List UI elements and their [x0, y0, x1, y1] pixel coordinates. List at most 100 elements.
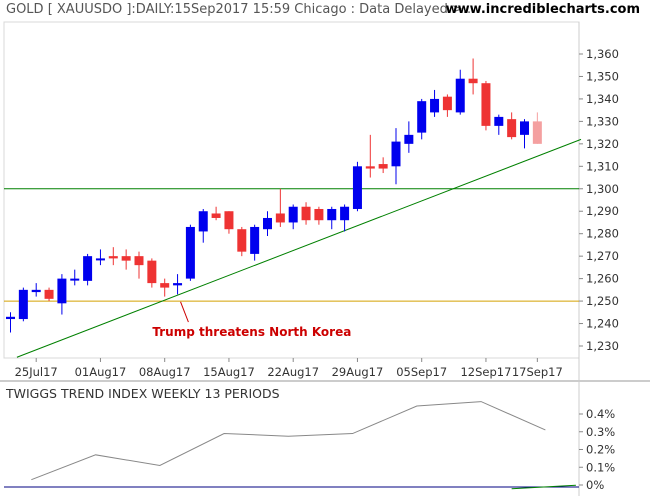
candle-body [275, 213, 285, 223]
candle-body [185, 226, 195, 279]
candle-body [378, 164, 388, 169]
candle [378, 157, 388, 174]
candle-body [198, 211, 208, 232]
candle-body [365, 166, 375, 169]
y-tick-label: 1,270 [586, 249, 619, 263]
candle [520, 119, 529, 149]
candle [211, 206, 221, 221]
y-tick-label: 1,290 [586, 204, 619, 218]
candle-body [417, 101, 427, 133]
candle [481, 80, 491, 131]
candle-body [18, 289, 28, 320]
y-tick-label: 0% [586, 478, 604, 492]
candle-body [430, 98, 440, 113]
candle [18, 287, 28, 322]
candle-body [288, 206, 298, 223]
x-tick-label: 15Aug17 [203, 365, 255, 379]
candle-body [6, 316, 15, 320]
candle-body [108, 256, 118, 259]
candle [134, 251, 144, 279]
annotation-label: Trump threatens North Korea [152, 325, 351, 339]
x-tick-label: 05Sep17 [396, 365, 447, 379]
annotation-pointer [180, 301, 189, 323]
candle [275, 188, 285, 227]
candle-body [211, 213, 221, 218]
candle-body [70, 278, 80, 281]
y-tick-label: 1,320 [586, 137, 619, 151]
y-tick-label: 1,280 [586, 227, 619, 241]
candle-body [532, 121, 542, 144]
candle [147, 258, 157, 288]
indicator-title: TWIGGS TREND INDEX WEEKLY 13 PERIODS [6, 386, 280, 401]
annotation: Trump threatens North Korea [152, 301, 351, 339]
candle-body [455, 78, 465, 113]
candle-body [481, 83, 491, 126]
candle [391, 128, 401, 185]
price-x-axis: 25Jul17 01Aug17 08Aug17 15Aug17 22Aug17 29Aug… [15, 358, 563, 379]
candle [532, 112, 542, 144]
candle [6, 312, 15, 333]
website-label[interactable]: www.incrediblecharts.com [445, 2, 640, 17]
candle-body [520, 121, 529, 135]
candle [404, 121, 414, 153]
y-tick-label: 1,260 [586, 272, 619, 286]
trendline [16, 138, 582, 358]
candle [417, 98, 427, 140]
candle [160, 278, 170, 297]
price-pane-frame [3, 21, 580, 359]
y-tick-label: 1,240 [586, 317, 619, 331]
candle [95, 249, 105, 266]
candle-body [224, 211, 234, 230]
candle-body [147, 260, 157, 284]
candle [250, 224, 260, 261]
x-tick-label: 22Aug17 [267, 365, 319, 379]
candle-body [134, 256, 144, 266]
candle-body [57, 278, 67, 304]
candle-body [352, 166, 362, 209]
candle [430, 89, 440, 117]
candle-body [507, 119, 517, 138]
candle [327, 206, 337, 230]
candle-body [340, 206, 350, 221]
chart-title: GOLD [ XAUUSDO ]:DAILY:15Sep2017 15:59 C… [6, 2, 476, 17]
candle [365, 134, 375, 178]
chart-header: GOLD [ XAUUSDO ]:DAILY:15Sep2017 15:59 C… [6, 2, 646, 20]
candle [494, 114, 504, 135]
candle [83, 253, 93, 286]
candle [121, 249, 131, 270]
candle-body [44, 289, 54, 299]
x-tick-label: 29Aug17 [332, 365, 384, 379]
candle-body [404, 134, 414, 144]
candle [314, 206, 324, 225]
x-tick-label: 01Aug17 [75, 365, 127, 379]
indicator-series-line [31, 401, 546, 481]
indicator-y-axis: 0% 0.1% 0.2% 0.3% 0.4% [579, 407, 615, 492]
y-tick-label: 0.2% [586, 443, 615, 457]
y-tick-label: 1,300 [586, 182, 619, 196]
candles [6, 58, 542, 333]
y-tick-label: 1,230 [586, 339, 619, 353]
y-tick-label: 1,250 [586, 294, 619, 308]
y-tick-label: 0.1% [586, 460, 615, 474]
candle [198, 208, 208, 243]
y-tick-label: 1,350 [586, 69, 619, 83]
x-tick-label: 25Jul17 [15, 365, 58, 379]
candle-body [121, 256, 131, 261]
candle [31, 283, 41, 297]
candle-body [250, 226, 260, 254]
candle-body [314, 208, 324, 221]
y-tick-label: 0.3% [586, 425, 615, 439]
y-tick-label: 1,310 [586, 159, 619, 173]
candle-body [468, 78, 478, 84]
candle [507, 112, 517, 140]
candle [288, 204, 298, 230]
candle [263, 211, 272, 236]
candle [455, 69, 465, 115]
candle-body [173, 283, 183, 286]
candle [301, 202, 311, 225]
candle [57, 274, 67, 315]
candle-body [391, 141, 401, 167]
candle-body [95, 258, 105, 261]
candle-body [83, 256, 93, 281]
candle [340, 204, 350, 232]
